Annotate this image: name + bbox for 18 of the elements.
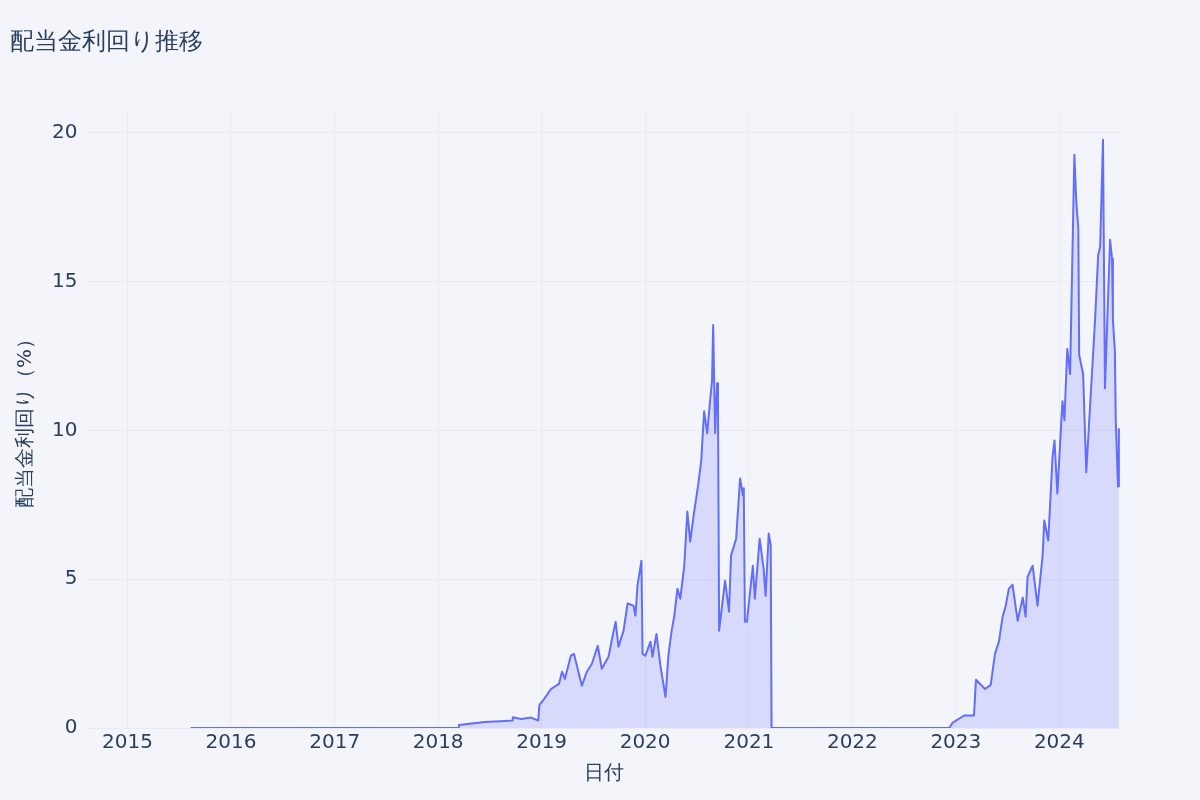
y-tick-label: 10 xyxy=(52,416,78,441)
x-tick-label: 2024 xyxy=(1033,729,1085,754)
x-tick-label: 2021 xyxy=(723,729,775,754)
x-tick-label: 2019 xyxy=(516,729,568,754)
y-axis-title: 配当金利回り（%） xyxy=(12,328,37,508)
x-tick-label: 2018 xyxy=(412,729,464,754)
x-tick-label: 2017 xyxy=(309,729,361,754)
chart-title: 配当金利回り推移 xyxy=(10,26,203,55)
y-tick-label: 15 xyxy=(52,267,78,292)
x-tick-label: 2023 xyxy=(930,729,982,754)
x-tick-label: 2020 xyxy=(619,729,671,754)
y-tick-label: 0 xyxy=(64,714,78,739)
y-tick-label: 5 xyxy=(64,565,78,590)
x-tick-label: 2015 xyxy=(101,729,153,754)
y-tick-label: 20 xyxy=(52,118,78,143)
x-axis-title: 日付 xyxy=(583,760,624,785)
x-tick-label: 2016 xyxy=(205,729,257,754)
x-tick-label: 2022 xyxy=(826,729,878,754)
